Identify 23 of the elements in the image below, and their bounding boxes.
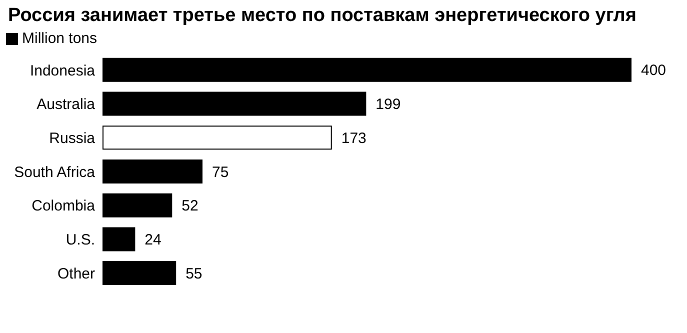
y-tick-label: Other [57,265,96,282]
y-tick-label: U.S. [66,232,95,249]
data-label: 173 [341,130,366,147]
bar [102,92,366,116]
bar [102,58,632,82]
y-tick-label: Indonesia [30,62,96,80]
data-label: 24 [144,232,162,249]
bar [102,126,332,150]
chart-title: Россия занимает третье место по поставкам энергетического угля [8,4,638,28]
legend-label: Million tons [22,30,98,47]
y-tick-label: Australia [36,96,96,114]
bar [102,193,172,218]
bar [102,227,136,252]
data-label: 400 [641,62,666,80]
y-tick-label: Colombia [32,198,96,215]
bar [102,261,176,286]
bar [102,159,202,184]
data-label: 199 [376,96,401,114]
data-label: 75 [212,164,229,181]
y-tick-label: South Africa [14,164,96,181]
y-tick-label: Russia [49,130,96,147]
data-label: 52 [182,198,198,215]
data-label: 55 [186,265,202,282]
